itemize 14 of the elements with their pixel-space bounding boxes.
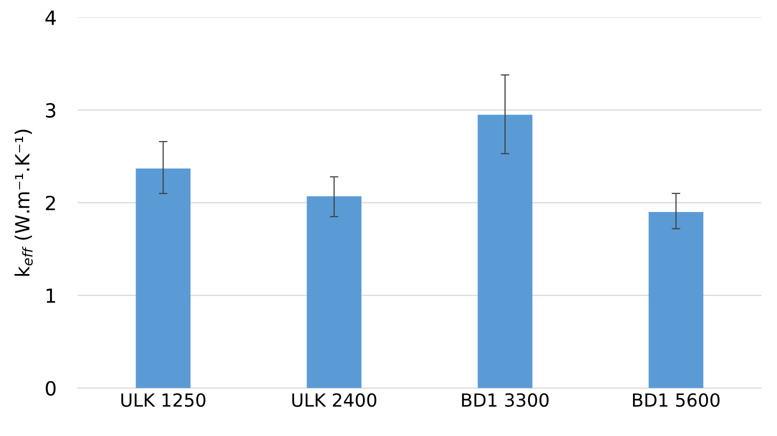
x-tick-label: BD1 5600 (633, 393, 720, 407)
bar (648, 212, 704, 388)
bar (478, 114, 532, 388)
y-tick-label: 3 (46, 103, 56, 118)
x-tick-label: ULK 1250 (121, 393, 206, 407)
y-tick-label: 2 (46, 196, 55, 210)
bar (306, 196, 362, 388)
x-tick-label: BD1 3300 (462, 393, 549, 407)
x-tick-label: ULK 2400 (292, 393, 376, 407)
y-tick-label: 0 (46, 380, 56, 396)
y-tick-label: 1 (46, 288, 56, 303)
bar (136, 168, 191, 388)
y-tick-label: 4 (45, 10, 56, 25)
y-axis-title: k$_{eff}$ (W.m⁻¹.K⁻¹) (14, 130, 33, 276)
